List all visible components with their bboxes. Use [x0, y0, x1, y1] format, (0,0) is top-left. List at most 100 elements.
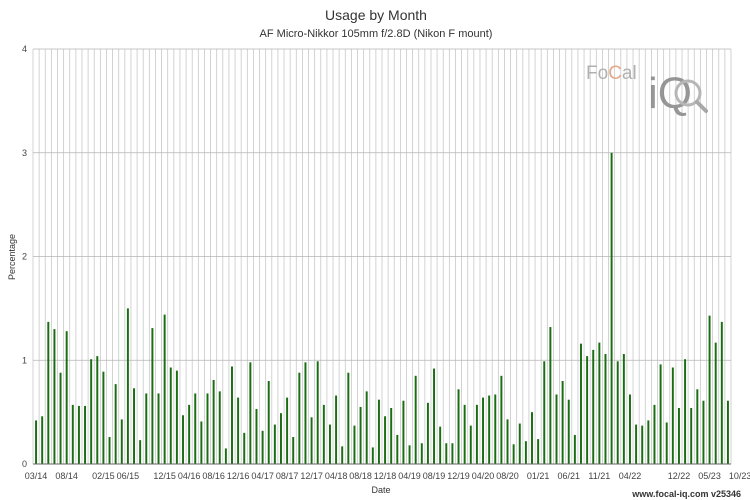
bar-02/23 — [690, 407, 693, 464]
x-tick-label: 12/15 — [153, 471, 176, 481]
bar-07/15 — [133, 388, 136, 464]
bar-03/20 — [475, 404, 478, 464]
bar-08/23 — [726, 400, 729, 464]
bar-03/16 — [182, 415, 184, 464]
chart-subtitle: AF Micro-Nikkor 105mm f/2.8D (Nikon F mo… — [260, 28, 493, 40]
x-tick-label: 12/17 — [300, 471, 323, 481]
bar-04/22 — [628, 394, 631, 464]
bar-02/19 — [396, 434, 399, 464]
bar-04/15 — [114, 384, 117, 464]
bar-09/14 — [71, 404, 74, 464]
bar-08/15 — [139, 440, 142, 464]
bars — [35, 152, 729, 464]
bar-09/18 — [365, 391, 368, 464]
bar-12/21 — [604, 354, 607, 464]
bar-01/19 — [390, 407, 393, 464]
y-tick-label: 0 — [22, 459, 27, 469]
bar-10/21 — [592, 349, 595, 464]
bar-05/17 — [267, 381, 270, 464]
focal-iq-watermark: FoCal iQ — [586, 63, 708, 118]
bar-03/23 — [696, 389, 699, 464]
bar-08/18 — [359, 406, 362, 464]
y-tick-labels: 0 1 2 3 4 — [22, 44, 27, 469]
bar-09/19 — [439, 426, 442, 464]
bar-03/22 — [622, 354, 625, 464]
bar-01/21 — [537, 439, 540, 464]
bar-08/19 — [433, 368, 436, 464]
bar-11/21 — [598, 342, 601, 464]
x-tick-label: 12/18 — [374, 471, 397, 481]
bar-07/16 — [206, 393, 209, 464]
bar-04/21 — [555, 394, 558, 464]
bar-02/18 — [322, 404, 325, 464]
bar-12/20 — [531, 412, 533, 464]
bar-06/20 — [494, 394, 497, 464]
bar-12/14 — [90, 359, 93, 464]
bar-10/17 — [298, 372, 301, 464]
bar-08/20 — [506, 419, 509, 464]
x-tick-label: 04/19 — [398, 471, 421, 481]
x-tick-label: 04/17 — [251, 471, 274, 481]
x-tick-label: 05/23 — [698, 471, 721, 481]
bar-05/14 — [47, 321, 50, 464]
bar-06/19 — [420, 443, 423, 464]
y-tick-label: 2 — [22, 252, 27, 262]
bar-09/15 — [145, 393, 148, 464]
bar-12/18 — [384, 416, 387, 464]
bar-11/18 — [377, 399, 380, 464]
footer-credit: www.focal-iq.com v25346 — [631, 489, 741, 499]
bar-09/22 — [659, 364, 662, 464]
bar-11/22 — [671, 367, 674, 464]
x-tick-label: 02/15 — [92, 471, 115, 481]
bar-09/20 — [512, 444, 515, 464]
bar-07/17 — [279, 413, 282, 464]
x-tick-label: 01/21 — [527, 471, 550, 481]
svg-text:FoCal: FoCal — [586, 63, 637, 84]
bar-02/21 — [543, 361, 546, 464]
bar-10/20 — [518, 423, 521, 464]
bar-02/16 — [175, 370, 178, 464]
bar-02/15 — [102, 371, 105, 464]
bar-03/18 — [328, 424, 331, 464]
bar-10/16 — [224, 448, 227, 464]
bar-12/22 — [677, 407, 680, 464]
bar-05/16 — [194, 393, 197, 464]
bar-01/18 — [316, 361, 319, 464]
bar-01/22 — [610, 152, 613, 464]
y-tick-label: 4 — [22, 44, 27, 54]
x-tick-label: 12/19 — [447, 471, 470, 481]
x-tick-label: 12/22 — [668, 471, 691, 481]
bar-10/18 — [371, 447, 374, 464]
bar-11/20 — [524, 441, 527, 464]
bar-11/14 — [84, 405, 87, 464]
x-tick-labels: 03/14 08/14 02/15 06/15 12/15 04/16 08/16 12/16… — [25, 471, 750, 481]
bar-03/19 — [402, 400, 405, 464]
bar-05/18 — [341, 446, 344, 464]
bar-07/20 — [500, 375, 503, 464]
bar-07/23 — [720, 321, 723, 464]
bar-06/17 — [273, 424, 276, 464]
bar-06/23 — [714, 342, 717, 464]
bar-08/14 — [65, 331, 68, 464]
bar-02/22 — [616, 361, 619, 464]
x-tick-label: 06/15 — [117, 471, 140, 481]
x-tick-label: 03/14 — [25, 471, 48, 481]
x-tick-label: 04/22 — [619, 471, 642, 481]
magnifier-icon — [674, 79, 702, 107]
bar-07/14 — [59, 372, 62, 464]
x-tick-label: 08/16 — [202, 471, 225, 481]
bar-06/14 — [53, 329, 56, 464]
bar-01/16 — [169, 367, 172, 464]
bar-08/21 — [580, 343, 582, 464]
bar-10/19 — [445, 443, 448, 464]
bar-01/20 — [463, 404, 466, 464]
x-tick-label: 08/17 — [276, 471, 299, 481]
x-tick-label: 12/16 — [227, 471, 250, 481]
bar-02/17 — [249, 362, 252, 464]
bar-07/18 — [353, 425, 356, 464]
bar-03/21 — [549, 327, 552, 464]
bar-04/17 — [261, 430, 264, 464]
bar-03/15 — [108, 437, 111, 464]
bar-07/22 — [647, 420, 650, 464]
